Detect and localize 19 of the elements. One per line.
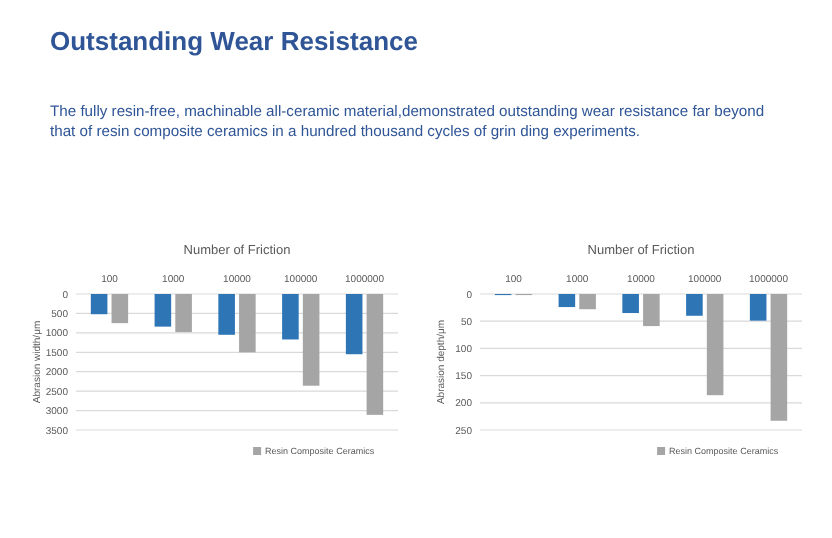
bar bbox=[686, 294, 703, 316]
bar bbox=[366, 294, 384, 415]
bar bbox=[175, 294, 192, 333]
bar bbox=[643, 294, 660, 327]
bar bbox=[345, 294, 363, 355]
bar bbox=[622, 294, 639, 314]
bar bbox=[749, 294, 767, 321]
bar bbox=[579, 294, 596, 310]
bar bbox=[154, 294, 172, 327]
bar bbox=[558, 294, 576, 308]
bar bbox=[770, 294, 788, 421]
bar bbox=[90, 294, 108, 315]
chart-title: Outstanding Wear Resistance bbox=[50, 26, 418, 56]
bar bbox=[282, 294, 299, 340]
bar bbox=[218, 294, 235, 335]
bar bbox=[239, 294, 256, 353]
bar bbox=[706, 294, 724, 396]
bar bbox=[302, 294, 320, 386]
bar bbox=[111, 294, 129, 324]
